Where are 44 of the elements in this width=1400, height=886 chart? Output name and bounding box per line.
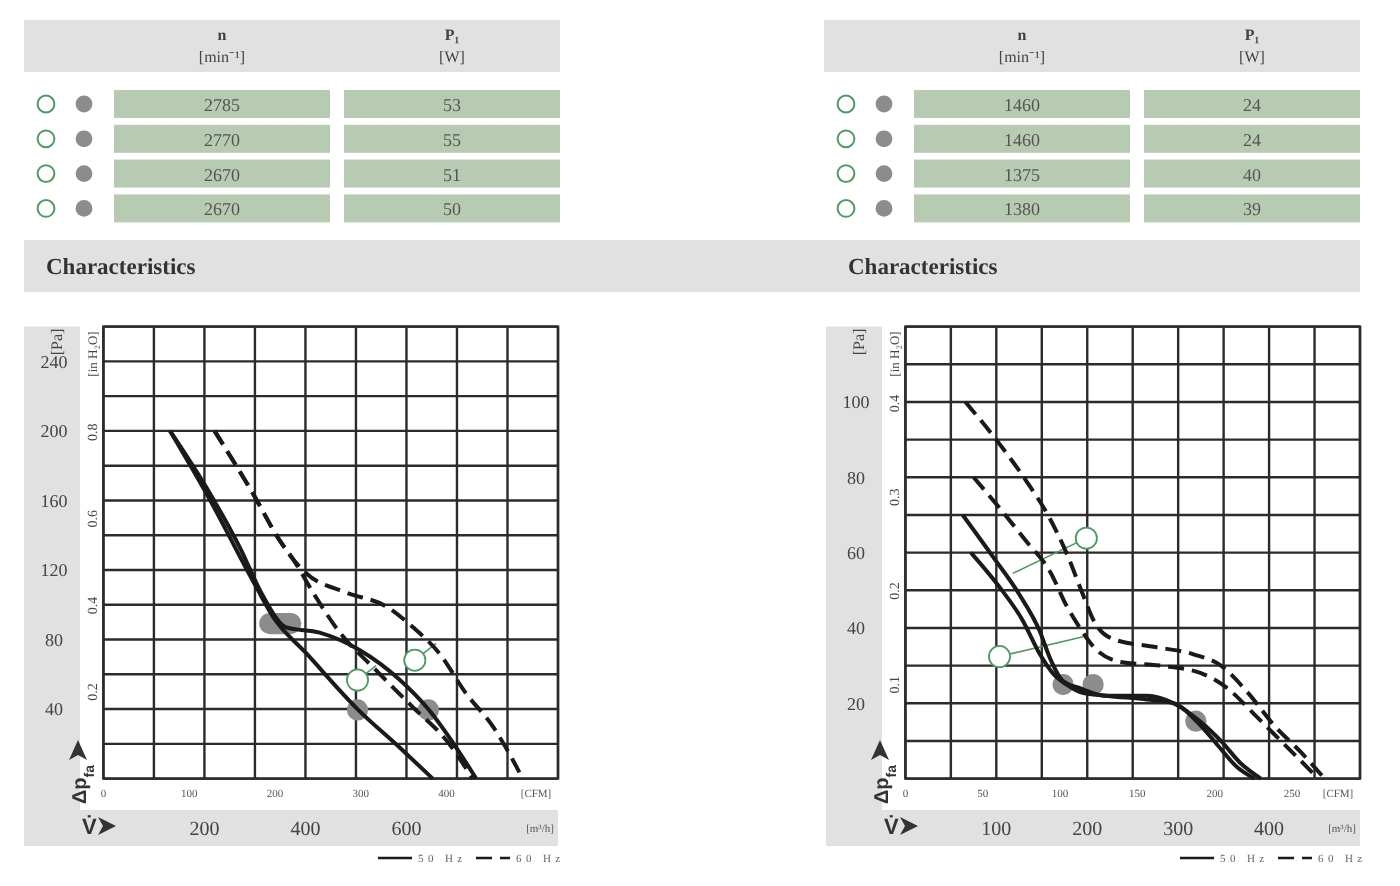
text: 1380 [1004,199,1041,220]
y-tick-label: 20 [847,693,866,714]
x-tick-label: 400 [1254,819,1285,841]
y-tick-label: 40 [45,699,64,720]
y-tick-label: 40 [847,618,866,639]
text: 2670 [204,199,241,220]
y-tick-label: 120 [40,560,69,581]
x-tick-label: 300 [1163,819,1194,841]
y-tick-label: 240 [40,351,69,372]
y-tick-label: 80 [45,629,64,650]
x-tick-label: 200 [189,819,220,841]
category-label: n [min⁻¹] [198,26,246,66]
text: 24 [1243,129,1262,150]
text: 39 [1243,199,1262,220]
y-tick-label: 80 [847,467,866,488]
text: 50 [443,199,462,220]
text: V̇ [884,814,900,840]
y-tick-label: 60 [847,543,866,563]
y-tick-label: 160 [40,490,69,511]
chart-title: Characteristics [848,256,999,280]
category-label: n [min⁻¹] [998,26,1046,66]
y-tick-label: 100 [842,392,871,413]
y-axis-title: [Pa] [850,328,868,356]
text: 40 [1243,164,1262,185]
category-label: P₁ [W] [1239,26,1266,66]
text: 2785 [204,95,241,115]
text: 24 [1243,95,1262,115]
x-tick-label: 600 [391,819,422,841]
text: V̇ [82,814,98,840]
text: 51 [443,164,461,185]
text: 1460 [1004,95,1041,115]
text: 55 [443,129,462,150]
x-tick-label: 100 [981,819,1012,841]
text: 1375 [1004,164,1041,185]
text: 2670 [204,164,241,185]
category-label: P₁ [W] [439,26,466,66]
chart-title: Characteristics [46,256,197,280]
text: 1460 [1004,129,1041,150]
y-axis-title: [Pa] [48,328,66,356]
x-tick-label: 200 [1072,819,1103,841]
text: 2770 [204,129,241,150]
text: 53 [443,95,462,115]
x-tick-label: 400 [290,819,321,841]
y-tick-label: 200 [40,421,69,442]
